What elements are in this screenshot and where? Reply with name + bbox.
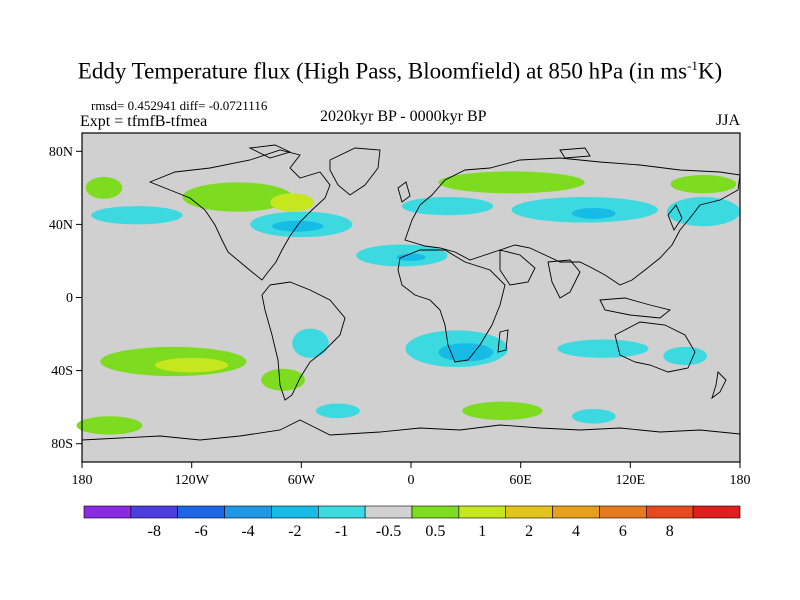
x-tick-label: 120W bbox=[175, 473, 210, 488]
colorbar-label: -0.5 bbox=[376, 523, 401, 540]
coast-uk bbox=[397, 181, 411, 203]
colorbar-swatch bbox=[224, 505, 272, 519]
x-tick-label: 180 bbox=[72, 473, 93, 488]
colorbar-label: 6 bbox=[619, 523, 627, 540]
anomaly-patch bbox=[438, 171, 585, 194]
anomaly-patch bbox=[571, 408, 616, 424]
x-tick-label: 60E bbox=[509, 473, 532, 488]
x-tick-label: 60W bbox=[288, 473, 316, 488]
colorbar-label: 4 bbox=[572, 523, 580, 540]
anomaly-patch bbox=[557, 339, 649, 358]
colorbar-label: -4 bbox=[241, 523, 254, 540]
map-panel bbox=[76, 132, 741, 463]
colorbar-swatch bbox=[177, 505, 225, 519]
coast-south-america bbox=[261, 281, 346, 401]
period-label: 2020kyr BP - 0000kyr BP bbox=[320, 108, 487, 125]
anomaly-patch bbox=[182, 182, 293, 212]
anomaly-patch bbox=[396, 253, 426, 261]
anomaly-patch bbox=[315, 403, 360, 419]
colorbar-labels: -8 -6 -4 -2 -1 -0.5 0.5 1 2 4 6 8 bbox=[148, 523, 674, 540]
anomaly-patch bbox=[666, 196, 740, 227]
map-title-end: K) bbox=[697, 58, 723, 84]
x-tick-label: 0 bbox=[408, 473, 415, 488]
y-tick-label: 0 bbox=[66, 291, 73, 306]
map-ocean bbox=[82, 133, 740, 462]
colorbar-swatch bbox=[458, 505, 507, 519]
anomaly-patch bbox=[462, 401, 543, 420]
map-title-text: Eddy Temperature flux (High Pass, Bloomf… bbox=[77, 58, 688, 84]
coast-new-zealand bbox=[711, 371, 727, 400]
rmsd-label: rmsd= 0.452941 diff= -0.0721116 bbox=[91, 98, 268, 113]
colorbar-swatch bbox=[364, 505, 413, 519]
coast-arabia bbox=[499, 249, 536, 286]
anomaly-patch bbox=[292, 328, 329, 358]
coast-antarctica bbox=[81, 419, 741, 441]
colorbar-swatch bbox=[317, 505, 366, 519]
coast-australia bbox=[614, 321, 696, 373]
coast-india bbox=[547, 259, 581, 299]
anomaly-patch bbox=[85, 176, 123, 199]
y-tick-label: 80N bbox=[49, 145, 73, 160]
colorbar-swatch bbox=[599, 505, 647, 519]
anomaly-patch bbox=[91, 206, 183, 225]
season-label: JJA bbox=[716, 112, 741, 129]
y-tick-label: 40N bbox=[49, 218, 73, 233]
x-axis-labels: 180 120W 60W 0 60E 120E 180 bbox=[72, 473, 751, 488]
anomaly-patch bbox=[670, 175, 737, 194]
coast-greenland bbox=[329, 147, 381, 196]
anomaly-patch bbox=[438, 343, 494, 362]
colorbar-label: 1 bbox=[478, 523, 486, 540]
colorbar-swatch bbox=[552, 505, 600, 519]
colorbar-label: -1 bbox=[335, 523, 348, 540]
expt-label: Expt = tfmfB-tfmea bbox=[80, 113, 208, 130]
coast-arctic-islands bbox=[248, 144, 591, 159]
anomaly-patch bbox=[270, 193, 315, 212]
colorbar bbox=[83, 505, 741, 519]
colorbar-swatch bbox=[271, 505, 319, 519]
map-title: Eddy Temperature flux (High Pass, Bloomf… bbox=[0, 58, 800, 85]
colorbar-label: -8 bbox=[148, 523, 161, 540]
coast-africa bbox=[397, 249, 506, 363]
x-tick-label: 120E bbox=[616, 473, 646, 488]
anomaly-layer bbox=[76, 171, 740, 435]
coast-indonesia bbox=[599, 297, 671, 319]
anomaly-patch bbox=[663, 346, 708, 366]
colorbar-label: -6 bbox=[194, 523, 207, 540]
colorbar-label: 0.5 bbox=[425, 523, 445, 540]
anomaly-patch bbox=[272, 220, 324, 232]
anomaly-patch bbox=[571, 207, 616, 219]
axis-ticks bbox=[76, 150, 741, 468]
coast-north-america bbox=[148, 149, 331, 281]
colorbar-swatch bbox=[83, 505, 132, 519]
coastlines bbox=[81, 144, 741, 441]
y-tick-label: 80S bbox=[51, 437, 73, 452]
colorbar-label: -2 bbox=[288, 523, 301, 540]
map-title-exponent: -1 bbox=[687, 58, 698, 73]
colorbar-swatch bbox=[411, 505, 460, 519]
colorbar-swatch bbox=[505, 505, 553, 519]
y-axis-labels: 80N 40N 0 40S 80S bbox=[49, 145, 73, 452]
coast-madagascar bbox=[497, 329, 509, 353]
colorbar-swatch bbox=[130, 505, 179, 519]
colorbar-swatch bbox=[645, 505, 694, 519]
coast-eurasia bbox=[404, 157, 741, 286]
y-tick-label: 40S bbox=[51, 364, 73, 379]
coast-japan bbox=[667, 204, 683, 231]
anomaly-patch bbox=[155, 357, 229, 373]
anomaly-patch bbox=[76, 416, 143, 435]
x-tick-label: 180 bbox=[730, 473, 751, 488]
colorbar-swatch bbox=[692, 505, 741, 519]
colorbar-label: 8 bbox=[666, 523, 674, 540]
anomaly-patch bbox=[261, 368, 305, 391]
colorbar-label: 2 bbox=[525, 523, 533, 540]
